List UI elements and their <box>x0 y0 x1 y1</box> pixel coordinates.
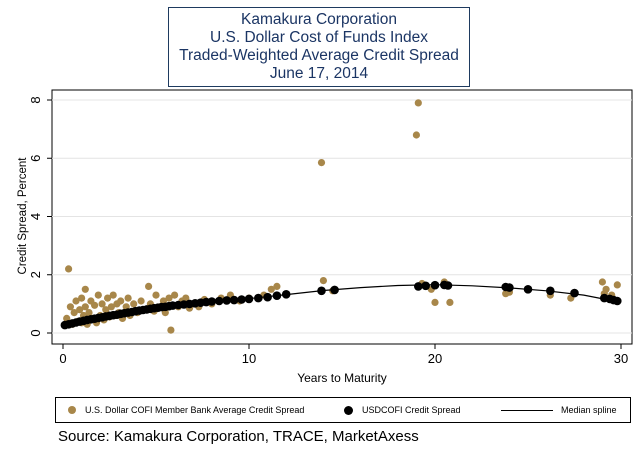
member-bank-point-19 <box>94 291 102 299</box>
member-bank-point-5 <box>72 297 80 305</box>
member-bank-point-27 <box>109 291 117 299</box>
y-tick-label-2: 2 <box>28 271 43 278</box>
legend-label-member-bank: U.S. Dollar COFI Member Bank Average Cre… <box>85 405 305 415</box>
member-bank-point-8 <box>78 294 86 302</box>
chart-title-box: Kamakura Corporation U.S. Dollar Cost of… <box>168 7 470 87</box>
member-bank-point-2 <box>66 303 74 311</box>
x-tick-label-10: 10 <box>242 351 256 366</box>
legend-item-usdcofi: USDCOFI Credit Spread <box>344 398 461 422</box>
y-tick-label-6: 6 <box>28 155 43 162</box>
member-bank-point-49 <box>171 291 179 299</box>
source-note: Source: Kamakura Corporation, TRACE, Mar… <box>58 428 419 445</box>
legend-marker-usdcofi <box>344 405 353 415</box>
y-tick-label-4: 4 <box>28 213 43 220</box>
usdcofi-point-48 <box>414 282 423 291</box>
chart-title-line-2: U.S. Dollar Cost of Funds Index <box>210 29 428 46</box>
member-bank-point-36 <box>130 300 138 308</box>
y-tick-label-8: 8 <box>28 96 43 103</box>
member-bank-point-66 <box>319 277 327 285</box>
member-bank-point-26 <box>107 303 115 311</box>
y-axis-label: Credit Spread, Percent <box>17 157 29 275</box>
member-bank-point-7 <box>76 306 84 314</box>
axes: 0 2 4 6 8 0 10 20 30 <box>28 96 628 366</box>
grid-lines <box>52 99 632 334</box>
member-bank-point-74 <box>446 298 454 306</box>
member-bank-point-72 <box>431 298 439 306</box>
member-bank-point-83 <box>602 285 610 293</box>
member-bank-point-14 <box>85 309 93 317</box>
member-bank-point-21 <box>98 300 106 308</box>
x-tick-label-20: 20 <box>428 351 442 366</box>
chart-legend: U.S. Dollar COFI Member Bank Average Cre… <box>55 397 631 423</box>
member-bank-point-81 <box>613 281 621 289</box>
member-bank-point-40 <box>145 282 153 290</box>
member-bank-point-34 <box>124 294 132 302</box>
member-bank-point-47 <box>165 294 173 302</box>
median-spline-line <box>62 284 622 327</box>
member-bank-point-52 <box>182 294 190 302</box>
chart-title-line-4: June 17, 2014 <box>269 65 369 82</box>
member-bank-point-1 <box>65 265 73 273</box>
member-bank-point-24 <box>104 294 112 302</box>
legend-item-spline: Median spline <box>501 398 617 422</box>
member-bank-point-12 <box>81 303 89 311</box>
legend-marker-spline <box>501 409 553 411</box>
usdcofi-point-49 <box>421 281 431 291</box>
legend-label-spline: Median spline <box>561 405 617 415</box>
x-tick-label-0: 0 <box>59 351 66 366</box>
chart-title-line-1: Kamakura Corporation <box>241 11 397 28</box>
member-bank-point-48 <box>167 326 175 334</box>
member-bank-point-79 <box>598 278 607 286</box>
series-marks <box>60 99 622 334</box>
y-tick-label-0: 0 <box>28 329 43 336</box>
legend-item-member-bank: U.S. Dollar COFI Member Bank Average Cre… <box>68 398 304 422</box>
chart-title-line-3: Traded-Weighted Average Credit Spread <box>179 47 459 64</box>
legend-label-usdcofi: USDCOFI Credit Spread <box>362 405 461 415</box>
member-bank-point-17 <box>91 301 99 309</box>
member-bank-point-64 <box>273 282 281 290</box>
usdcofi-point-61 <box>613 296 622 306</box>
member-bank-point-31 <box>117 297 125 305</box>
member-bank-point-69 <box>414 99 422 107</box>
usdcofi-point-57 <box>570 288 579 298</box>
member-bank-point-63 <box>267 285 275 293</box>
legend-marker-member-bank <box>68 406 76 414</box>
x-axis-label: Years to Maturity <box>297 371 387 385</box>
x-tick-label-30: 30 <box>614 351 628 366</box>
member-bank-point-38 <box>137 297 145 305</box>
member-bank-point-4 <box>70 309 78 317</box>
member-bank-point-65 <box>317 159 326 167</box>
member-bank-point-43 <box>152 291 160 299</box>
member-bank-point-68 <box>412 131 420 139</box>
member-bank-point-11 <box>81 285 89 293</box>
member-bank-point-23 <box>102 306 110 314</box>
